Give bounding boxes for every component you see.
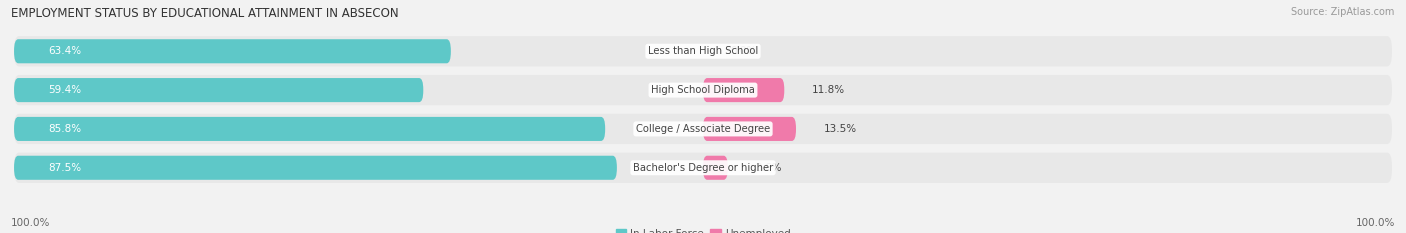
Text: Less than High School: Less than High School [648, 46, 758, 56]
FancyBboxPatch shape [14, 153, 1392, 183]
Text: High School Diploma: High School Diploma [651, 85, 755, 95]
Text: 63.4%: 63.4% [48, 46, 82, 56]
Legend: In Labor Force, Unemployed: In Labor Force, Unemployed [612, 225, 794, 233]
Text: Source: ZipAtlas.com: Source: ZipAtlas.com [1291, 7, 1395, 17]
Text: College / Associate Degree: College / Associate Degree [636, 124, 770, 134]
Text: 100.0%: 100.0% [11, 218, 51, 228]
FancyBboxPatch shape [703, 78, 785, 102]
FancyBboxPatch shape [14, 114, 1392, 144]
Text: 3.6%: 3.6% [755, 163, 782, 173]
FancyBboxPatch shape [703, 117, 796, 141]
FancyBboxPatch shape [14, 156, 617, 180]
FancyBboxPatch shape [14, 117, 605, 141]
FancyBboxPatch shape [14, 39, 451, 63]
FancyBboxPatch shape [14, 78, 423, 102]
Text: 11.8%: 11.8% [811, 85, 845, 95]
Text: Bachelor's Degree or higher: Bachelor's Degree or higher [633, 163, 773, 173]
Text: 59.4%: 59.4% [48, 85, 82, 95]
FancyBboxPatch shape [703, 156, 728, 180]
Text: 85.8%: 85.8% [48, 124, 82, 134]
Text: 87.5%: 87.5% [48, 163, 82, 173]
Text: 100.0%: 100.0% [1355, 218, 1395, 228]
Text: 0.0%: 0.0% [731, 46, 756, 56]
FancyBboxPatch shape [14, 36, 1392, 66]
FancyBboxPatch shape [14, 75, 1392, 105]
Text: 13.5%: 13.5% [824, 124, 856, 134]
Text: EMPLOYMENT STATUS BY EDUCATIONAL ATTAINMENT IN ABSECON: EMPLOYMENT STATUS BY EDUCATIONAL ATTAINM… [11, 7, 399, 20]
